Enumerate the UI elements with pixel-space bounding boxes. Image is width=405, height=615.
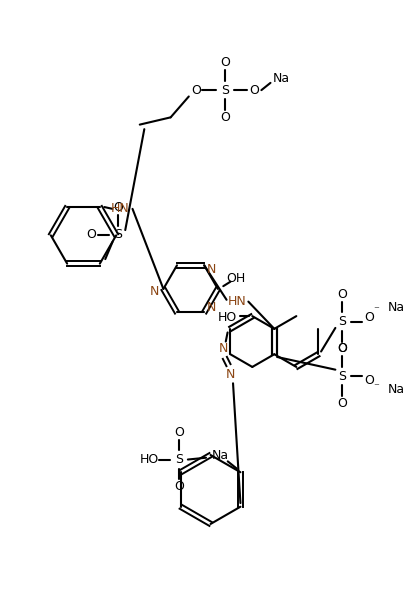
Text: O: O <box>174 426 184 438</box>
Text: O: O <box>220 111 230 124</box>
Text: O: O <box>174 480 184 493</box>
Text: Na: Na <box>388 383 405 396</box>
Text: N: N <box>226 368 235 381</box>
Text: O: O <box>113 201 123 214</box>
Text: O: O <box>220 57 230 69</box>
Text: S: S <box>338 315 346 328</box>
Text: O: O <box>337 343 347 355</box>
Text: Na: Na <box>212 450 229 462</box>
Text: N: N <box>218 343 228 355</box>
Text: O: O <box>249 84 259 97</box>
Text: N: N <box>207 301 216 314</box>
Text: OH: OH <box>226 271 245 285</box>
Text: Na: Na <box>388 301 405 314</box>
Text: O: O <box>191 84 201 97</box>
Text: O: O <box>86 228 96 241</box>
Text: O: O <box>337 288 347 301</box>
Text: S: S <box>114 228 122 241</box>
Text: HN: HN <box>111 202 129 215</box>
Text: O: O <box>364 374 374 387</box>
Text: O: O <box>364 311 374 323</box>
Text: N: N <box>149 285 159 298</box>
Text: N: N <box>207 263 216 276</box>
Text: O: O <box>337 397 347 410</box>
Text: S: S <box>175 453 183 466</box>
Text: S: S <box>221 84 229 97</box>
Text: S: S <box>338 370 346 383</box>
Text: HN: HN <box>228 295 247 308</box>
Text: O: O <box>337 343 347 355</box>
Text: Na: Na <box>273 72 290 85</box>
Text: HO: HO <box>217 311 237 325</box>
Text: HO: HO <box>140 453 160 466</box>
Text: ⁻: ⁻ <box>373 306 379 315</box>
Text: ⁻: ⁻ <box>373 382 379 392</box>
